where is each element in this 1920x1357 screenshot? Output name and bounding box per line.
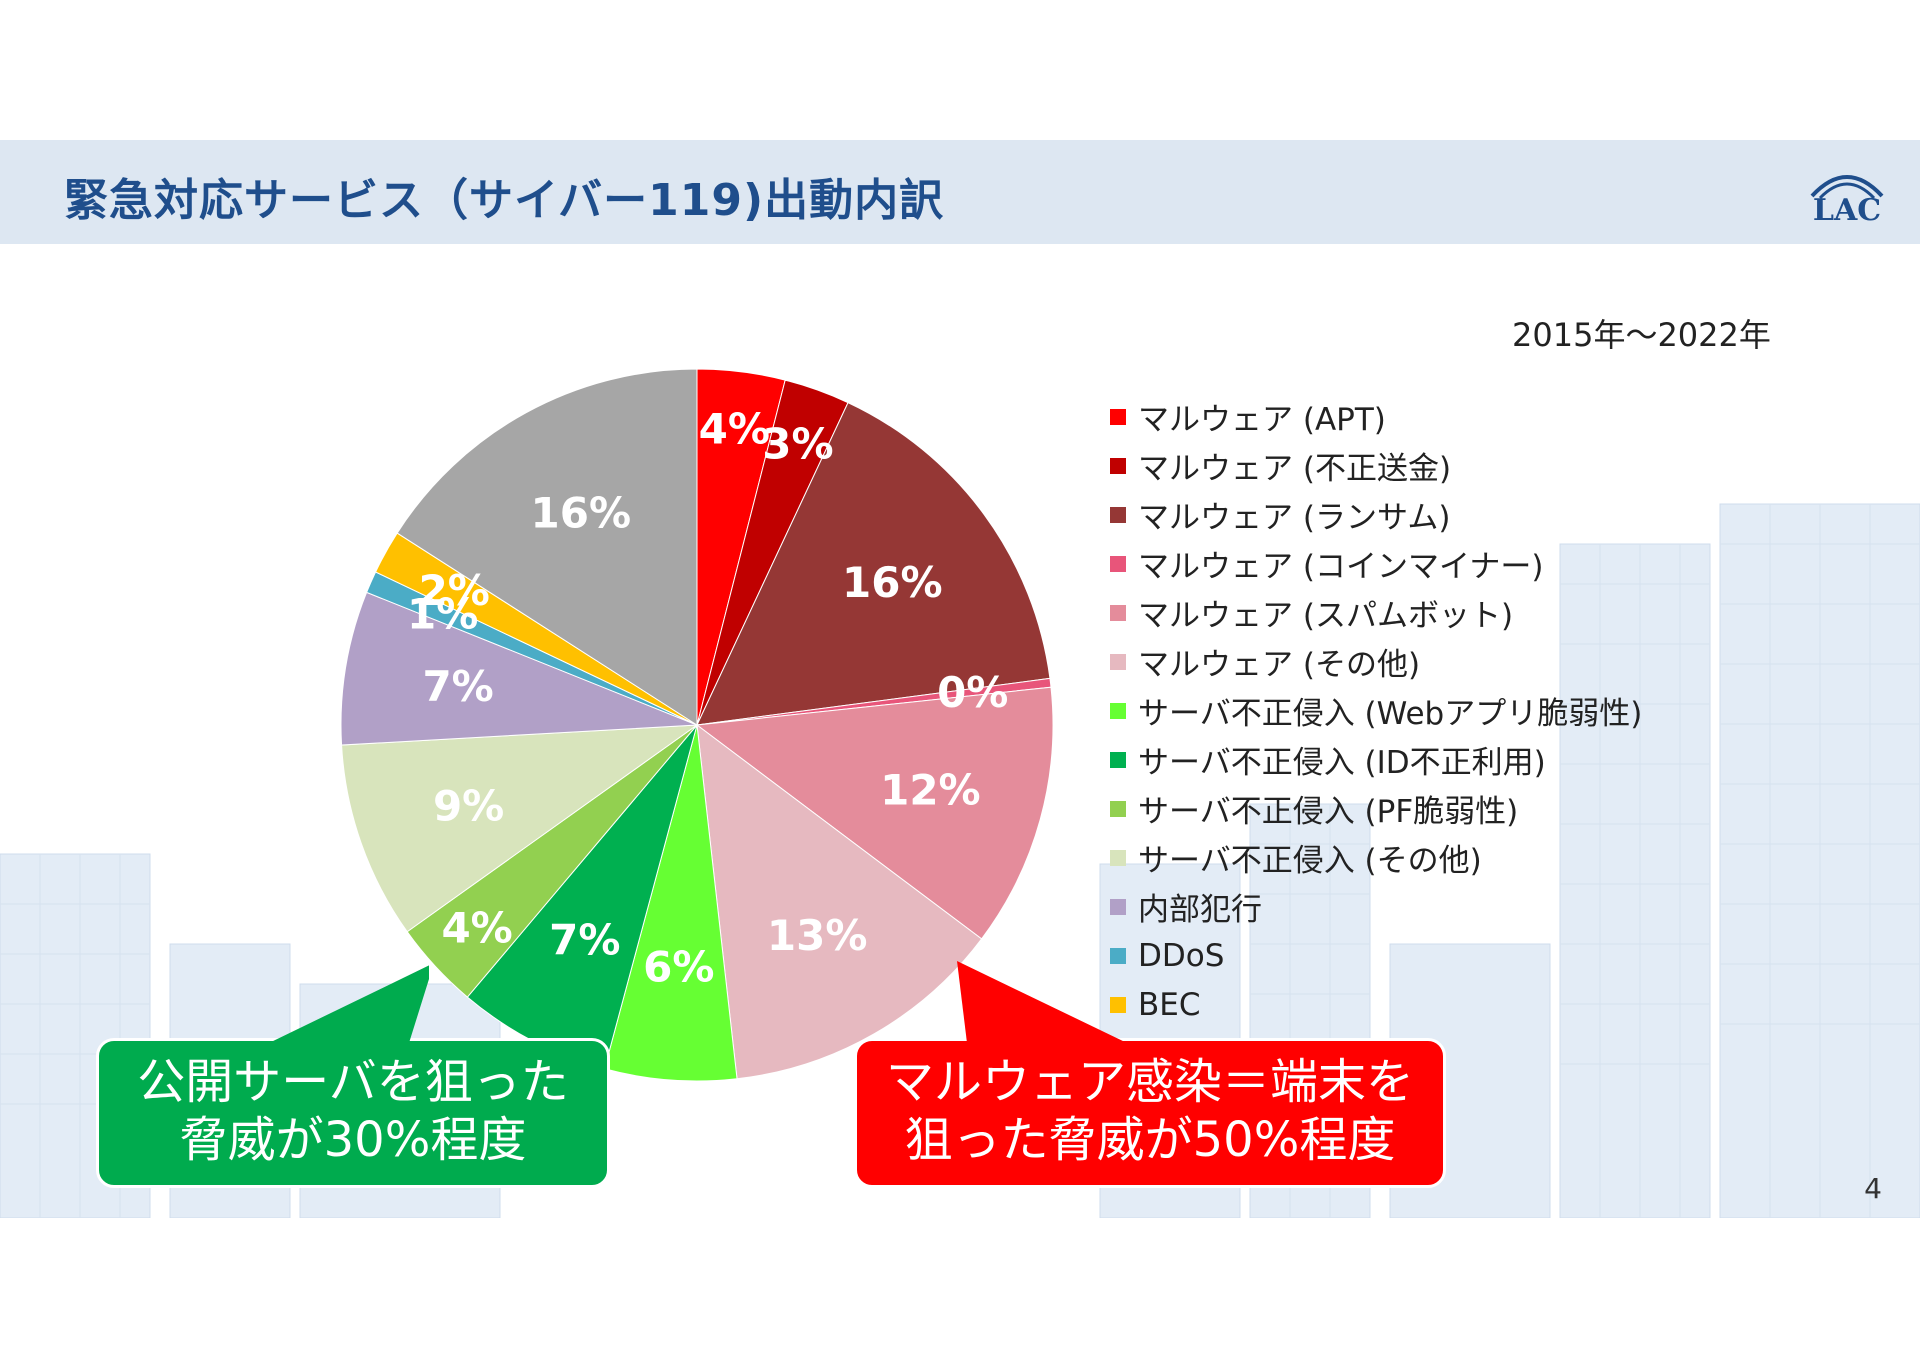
legend-item-1: マルウェア (不正送金) <box>1110 441 1642 490</box>
legend-item-6: サーバ不正侵入 (Webアプリ脆弱性) <box>1110 686 1642 735</box>
legend-swatch <box>1110 408 1126 425</box>
chart-legend: マルウェア (APT) マルウェア (不正送金) マルウェア (ランサム) マルウェア… <box>1110 392 1642 1029</box>
callout-pointer <box>957 961 1127 1043</box>
callout-green-line1: 公開サーバを狙った <box>137 1054 569 1110</box>
pie-data-label-12: 2% <box>419 566 490 615</box>
legend-swatch <box>1110 947 1126 964</box>
pie-data-label-1: 3% <box>762 419 833 468</box>
callout-server-threat: 公開サーバを狙った 脅威が30%程度 <box>96 965 610 1188</box>
legend-label: マルウェア (APT) <box>1138 402 1386 438</box>
legend-item-4: マルウェア (スパムボット) <box>1110 588 1642 637</box>
legend-swatch <box>1110 702 1126 719</box>
legend-swatch <box>1110 849 1126 866</box>
pie-data-label-10: 7% <box>422 662 493 711</box>
pie-data-label-5: 13% <box>767 911 868 960</box>
callout-pointer <box>269 965 429 1043</box>
legend-swatch <box>1110 751 1126 768</box>
legend-label: マルウェア (その他) <box>1138 647 1421 683</box>
legend-item-0: マルウェア (APT) <box>1110 392 1642 441</box>
legend-swatch <box>1110 653 1126 670</box>
legend-label: 内部犯行 <box>1138 892 1262 928</box>
title-bar: 緊急対応サービス（サイバー119)出動内訳 LAC <box>0 140 1920 244</box>
legend-label: サーバ不正侵入 (PF脆弱性) <box>1138 794 1519 830</box>
legend-item-7: サーバ不正侵入 (ID不正利用) <box>1110 735 1642 784</box>
pie-data-label-8: 4% <box>441 904 512 953</box>
pie-slice-10 <box>340 591 698 746</box>
legend-item-2: マルウェア (ランサム) <box>1110 490 1642 539</box>
callout-malware-threat: マルウェア感染＝端末を 狙った脅威が50%程度 <box>854 961 1446 1188</box>
pie-slice-2 <box>696 401 1051 726</box>
legend-item-12: BEC <box>1110 980 1642 1029</box>
legend-swatch <box>1110 555 1126 572</box>
legend-label: DDoS <box>1138 937 1225 974</box>
legend-swatch <box>1110 800 1126 817</box>
pie-data-label-6: 6% <box>643 942 714 991</box>
legend-label: マルウェア (不正送金) <box>1138 451 1452 487</box>
slide-title: 緊急対応サービス（サイバー119)出動内訳 <box>64 175 945 226</box>
period-label: 2015年～2022年 <box>1512 316 1771 354</box>
logo-arc-icon <box>1810 175 1884 200</box>
callout-red-line2: 狙った脅威が50%程度 <box>904 1112 1396 1168</box>
pie-data-label-13: 16% <box>531 489 632 538</box>
pie-chart: 4%3%16%0%12%13%6%7%4%9%7%1%2%16% <box>340 368 1054 1082</box>
legend-item-10: 内部犯行 <box>1110 882 1642 931</box>
legend-item-8: サーバ不正侵入 (PF脆弱性) <box>1110 784 1642 833</box>
pie-data-label-11: 1% <box>407 590 478 639</box>
legend-item-11: DDoS <box>1110 931 1642 980</box>
pie-slice-13 <box>396 368 698 726</box>
legend-label: サーバ不正侵入 (その他) <box>1138 843 1482 879</box>
pie-data-label-7: 7% <box>549 916 620 965</box>
legend-label: BEC <box>1138 986 1201 1023</box>
legend-label: サーバ不正侵入 (ID不正利用) <box>1138 745 1546 781</box>
legend-label: マルウェア (スパムボット) <box>1138 598 1514 634</box>
pie-data-label-0: 4% <box>699 404 770 453</box>
pie-slice-9 <box>341 724 699 933</box>
legend-swatch <box>1110 506 1126 523</box>
pie-data-label-9: 9% <box>433 781 504 830</box>
legend-label: サーバ不正侵入 (Webアプリ脆弱性) <box>1138 696 1643 732</box>
pie-slice-5 <box>696 723 983 1080</box>
legend-item-5: マルウェア (その他) <box>1110 637 1642 686</box>
legend-swatch <box>1110 996 1126 1013</box>
lac-logo: LAC <box>1804 162 1890 228</box>
legend-swatch <box>1110 898 1126 915</box>
legend-label: マルウェア (コインマイナー) <box>1138 549 1544 585</box>
legend-item-3: マルウェア (コインマイナー) <box>1110 539 1642 588</box>
callout-green-line2: 脅威が30%程度 <box>179 1112 527 1168</box>
legend-swatch <box>1110 604 1126 621</box>
pie-data-label-2: 16% <box>842 558 943 607</box>
legend-item-9: サーバ不正侵入 (その他) <box>1110 833 1642 882</box>
pie-data-label-3: 0% <box>937 668 1008 717</box>
legend-label: マルウェア (ランサム) <box>1138 500 1451 536</box>
pie-slice-4 <box>695 686 1054 940</box>
slide: 緊急対応サービス（サイバー119)出動内訳 LAC 20 <box>0 140 1920 1218</box>
page-number: 4 <box>1864 1172 1882 1205</box>
pie-data-label-4: 12% <box>880 765 981 814</box>
legend-swatch <box>1110 457 1126 474</box>
logo-text: LAC <box>1812 193 1882 228</box>
callout-red-line1: マルウェア感染＝端末を <box>885 1054 1414 1110</box>
